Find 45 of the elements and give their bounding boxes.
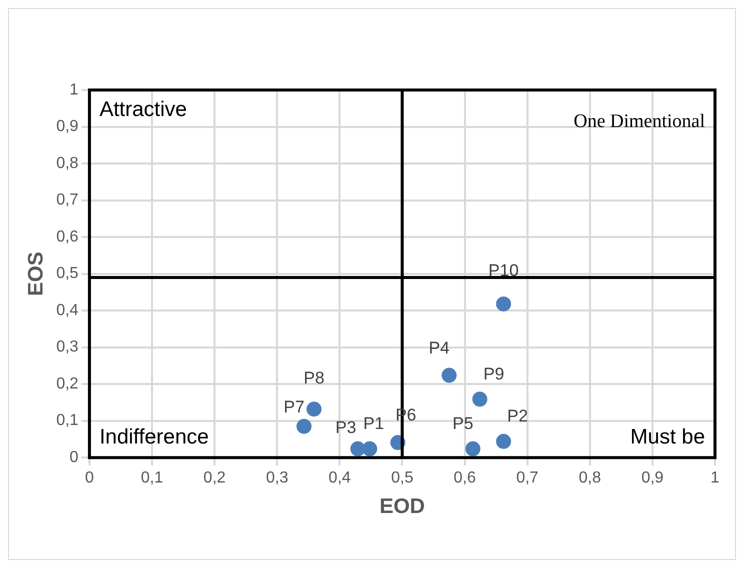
y-axis-title: EOS	[24, 252, 48, 296]
series-label: P3	[335, 418, 356, 437]
y-tick-label: 0	[70, 449, 79, 466]
point	[296, 418, 312, 434]
point	[362, 441, 378, 456]
y-tick-label: 0,9	[56, 118, 79, 136]
series-label: P7	[284, 398, 304, 417]
annotation: Indifference	[99, 425, 209, 448]
y-tick-label: 1	[70, 81, 79, 98]
series-label: P1	[363, 414, 384, 433]
point	[442, 368, 457, 383]
y-tick-label: 0,5	[56, 265, 79, 282]
x-tick-label: 0,1	[140, 470, 164, 487]
y-tick-label: 0,6	[56, 228, 79, 246]
x-tick-label: 0	[84, 470, 94, 487]
annotation: One Dimentional	[574, 110, 705, 132]
x-tick-label: 0,3	[266, 470, 288, 487]
point	[496, 296, 512, 312]
x-axis-title: EOD	[379, 495, 425, 518]
x-tick-label: 0,8	[578, 470, 602, 487]
point	[465, 441, 480, 456]
series-label: P9	[483, 364, 504, 384]
series-label: P4	[428, 338, 450, 358]
y-tick-label: 0,1	[56, 412, 79, 430]
series-label: P5	[452, 414, 474, 433]
point	[306, 402, 322, 417]
series-label: P8	[304, 368, 324, 388]
x-tick-label: 0,2	[203, 470, 226, 487]
x-tick-label: 0,4	[328, 470, 351, 487]
annotation: Attractive	[99, 98, 187, 121]
point	[472, 392, 488, 407]
y-tick-label: 0,2	[56, 375, 79, 392]
series-label: P2	[507, 406, 528, 426]
point	[496, 434, 512, 449]
x-tick-label: 0,5	[391, 470, 414, 487]
x-tick-label: 1	[710, 470, 720, 487]
y-tick-label: 0,4	[56, 302, 79, 319]
x-tick-label: 0,7	[516, 470, 539, 487]
x-tick-label: 0,6	[454, 470, 476, 487]
x-tick-label: 0,9	[641, 470, 664, 487]
y-tick-label: 0,8	[56, 154, 79, 172]
annotation: Must be	[630, 425, 705, 448]
y-tick-label: 0,3	[56, 338, 79, 356]
y-tick-label: 0,7	[56, 192, 79, 209]
series-label: P10	[488, 261, 519, 280]
